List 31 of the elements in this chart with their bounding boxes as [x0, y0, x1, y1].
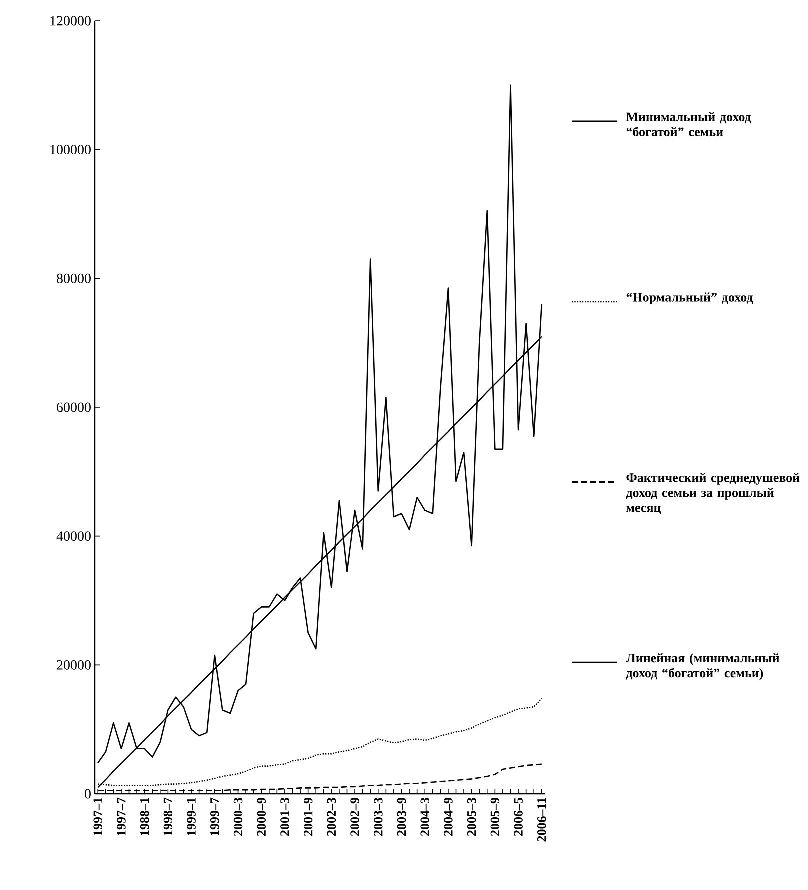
x-tick-label: 2002–3 [327, 798, 336, 836]
y-tick-label: 60000 [57, 402, 91, 412]
x-tick-label: 2005–3 [467, 798, 476, 836]
x-tick-label: 1999–1 [187, 798, 196, 836]
x-tick-label: 2004–3 [420, 798, 430, 836]
y-tick-label: 0 [85, 789, 91, 799]
legend-label: Минимальный доход “богатой” семьи [626, 112, 752, 136]
x-tick-label: 1998–7 [164, 798, 173, 836]
x-tick-label: 2006–5 [514, 798, 523, 836]
legend-label: Фактический среднедушевой доход семьи за прошлый месяц [626, 473, 800, 514]
x-tick-label: 2006–11 [538, 798, 546, 842]
x-tick-label: 2004–9 [444, 798, 453, 836]
x-tick-label: 2001–3 [280, 798, 290, 836]
legend-label: Линейная (минимальный доход “богатой” семьи) [626, 654, 780, 680]
x-tick-label: 2005–9 [490, 798, 500, 836]
x-tick-label: 1999–7 [210, 798, 220, 836]
x-tick-label: 2001–9 [304, 798, 313, 836]
x-tick-label: 2000–3 [234, 798, 243, 836]
x-tick-label: 1997–7 [117, 798, 126, 836]
y-tick-label: 120000 [50, 16, 91, 26]
x-tick-label: 2002–9 [350, 798, 360, 836]
y-tick-label: 20000 [57, 660, 91, 670]
x-tick-label: 2000–9 [257, 798, 266, 836]
x-tick-label: 1988–1 [140, 798, 150, 836]
y-tick-label: 80000 [57, 274, 91, 284]
x-tick-label: 2003–9 [397, 798, 406, 836]
x-tick-label: 1997–1 [94, 798, 102, 836]
legend-label: “Нормальный” доход [626, 292, 754, 304]
y-tick-label: 100000 [50, 145, 91, 155]
y-tick-label: 40000 [56, 532, 91, 542]
x-tick-label: 2003–3 [374, 798, 383, 836]
